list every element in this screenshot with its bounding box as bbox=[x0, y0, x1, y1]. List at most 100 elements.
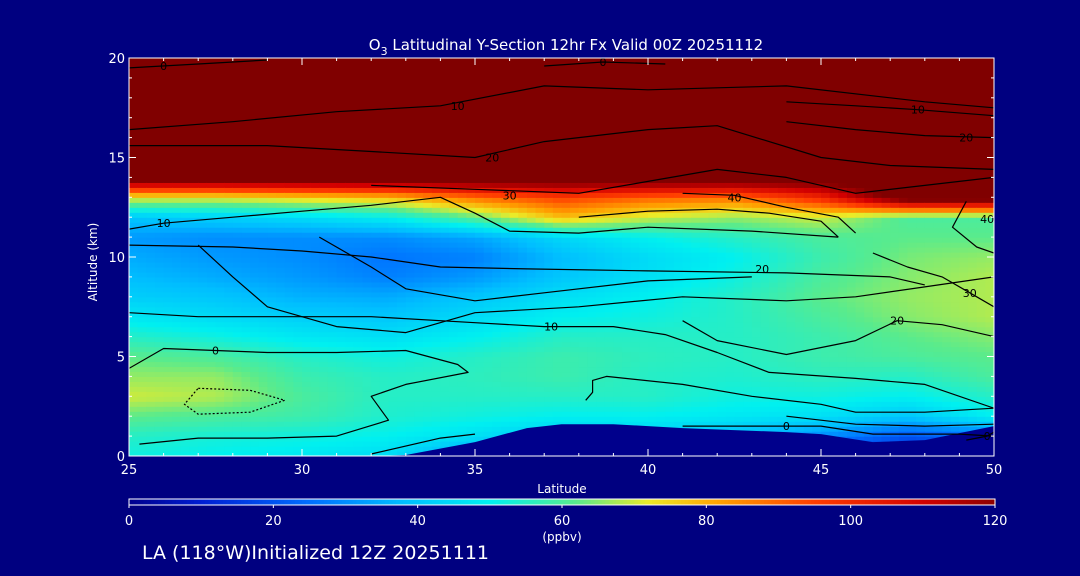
heatmap-cell bbox=[180, 187, 191, 193]
heatmap-cell bbox=[198, 232, 208, 238]
heatmap-cell bbox=[561, 237, 571, 243]
heatmap-cell bbox=[397, 421, 407, 427]
heatmap-cell bbox=[587, 77, 597, 84]
heatmap-cell bbox=[552, 122, 563, 129]
heatmap-cell bbox=[189, 411, 199, 417]
heatmap-cell bbox=[431, 316, 441, 323]
heatmap-cell bbox=[578, 286, 589, 293]
heatmap-cell bbox=[345, 132, 355, 139]
heatmap-cell bbox=[518, 346, 528, 353]
heatmap-cell bbox=[449, 306, 459, 313]
heatmap-cell bbox=[492, 192, 502, 198]
heatmap-cell bbox=[587, 376, 597, 382]
heatmap-cell bbox=[492, 122, 502, 129]
heatmap-cell bbox=[475, 132, 485, 139]
heatmap-cell bbox=[397, 391, 407, 397]
heatmap-cell bbox=[423, 346, 433, 353]
heatmap-cell bbox=[561, 421, 571, 427]
heatmap-cell bbox=[310, 167, 320, 174]
heatmap-cell bbox=[146, 137, 156, 144]
heatmap-cell bbox=[206, 421, 217, 427]
heatmap-cell bbox=[388, 102, 398, 109]
heatmap-cell bbox=[578, 356, 589, 363]
heatmap-cell bbox=[570, 291, 580, 298]
heatmap-cell bbox=[206, 112, 217, 119]
heatmap-cell bbox=[552, 281, 563, 288]
heatmap-cell bbox=[500, 266, 511, 273]
heatmap-cell bbox=[509, 411, 519, 417]
heatmap-cell bbox=[423, 411, 433, 417]
heatmap-cell bbox=[500, 242, 511, 248]
heatmap-cell bbox=[544, 117, 554, 124]
heatmap-cell bbox=[388, 217, 398, 223]
heatmap-cell bbox=[241, 451, 251, 456]
heatmap-cell bbox=[336, 217, 346, 223]
heatmap-cell bbox=[639, 371, 649, 377]
heatmap-cell bbox=[189, 311, 199, 318]
heatmap-cell bbox=[414, 401, 424, 407]
heatmap-cell bbox=[518, 376, 528, 382]
heatmap-cell bbox=[284, 301, 294, 308]
heatmap-cell bbox=[388, 162, 398, 169]
heatmap-cell bbox=[466, 117, 476, 124]
heatmap-cell bbox=[154, 157, 165, 164]
heatmap-cell bbox=[604, 207, 614, 213]
heatmap-cell bbox=[578, 316, 589, 323]
heatmap-cell bbox=[267, 187, 277, 193]
heatmap-cell bbox=[535, 276, 545, 283]
heatmap-cell bbox=[241, 361, 251, 368]
heatmap-cell bbox=[129, 411, 139, 417]
heatmap-cell bbox=[258, 197, 268, 203]
heatmap-cell bbox=[414, 346, 424, 353]
heatmap-cell bbox=[241, 391, 251, 397]
heatmap-cell bbox=[656, 416, 666, 422]
heatmap-cell bbox=[258, 331, 268, 338]
heatmap-cell bbox=[302, 147, 312, 154]
heatmap-cell bbox=[163, 58, 173, 64]
heatmap-cell bbox=[353, 82, 364, 89]
heatmap-cell bbox=[206, 212, 217, 218]
heatmap-cell bbox=[276, 416, 286, 422]
heatmap-cell bbox=[457, 346, 467, 353]
heatmap-cell bbox=[146, 252, 156, 258]
heatmap-cell bbox=[440, 401, 450, 407]
heatmap-cell bbox=[578, 187, 589, 193]
heatmap-cell bbox=[137, 162, 147, 169]
heatmap-cell bbox=[371, 227, 381, 233]
heatmap-cell bbox=[163, 301, 173, 308]
heatmap-cell bbox=[137, 451, 147, 456]
heatmap-cell bbox=[206, 87, 217, 94]
heatmap-cell bbox=[336, 222, 346, 228]
heatmap-cell bbox=[163, 177, 173, 183]
heatmap-cell bbox=[319, 426, 329, 432]
heatmap-cell bbox=[561, 346, 571, 353]
heatmap-cell bbox=[327, 137, 338, 144]
heatmap-cell bbox=[561, 247, 571, 253]
heatmap-cell bbox=[224, 306, 234, 313]
heatmap-cell bbox=[224, 441, 234, 447]
heatmap-cell bbox=[613, 331, 623, 338]
heatmap-cell bbox=[639, 112, 649, 119]
heatmap-cell bbox=[630, 276, 640, 283]
heatmap-cell bbox=[423, 212, 433, 218]
heatmap-cell bbox=[397, 167, 407, 174]
heatmap-cell bbox=[258, 401, 268, 407]
heatmap-cell bbox=[492, 396, 502, 402]
heatmap-cell bbox=[198, 172, 208, 179]
heatmap-cell bbox=[241, 276, 251, 283]
heatmap-cell bbox=[604, 72, 614, 79]
heatmap-cell bbox=[267, 396, 277, 402]
heatmap-cell bbox=[414, 152, 424, 159]
heatmap-cell bbox=[258, 152, 268, 159]
heatmap-cell bbox=[146, 58, 156, 64]
heatmap-cell bbox=[129, 421, 139, 427]
heatmap-cell bbox=[267, 331, 277, 338]
heatmap-cell bbox=[154, 107, 165, 114]
heatmap-cell bbox=[241, 386, 251, 392]
heatmap-cell bbox=[319, 366, 329, 373]
heatmap-cell bbox=[423, 286, 433, 293]
heatmap-cell bbox=[578, 152, 589, 159]
heatmap-cell bbox=[371, 261, 381, 268]
heatmap-cell bbox=[172, 247, 182, 253]
heatmap-cell bbox=[276, 336, 286, 343]
